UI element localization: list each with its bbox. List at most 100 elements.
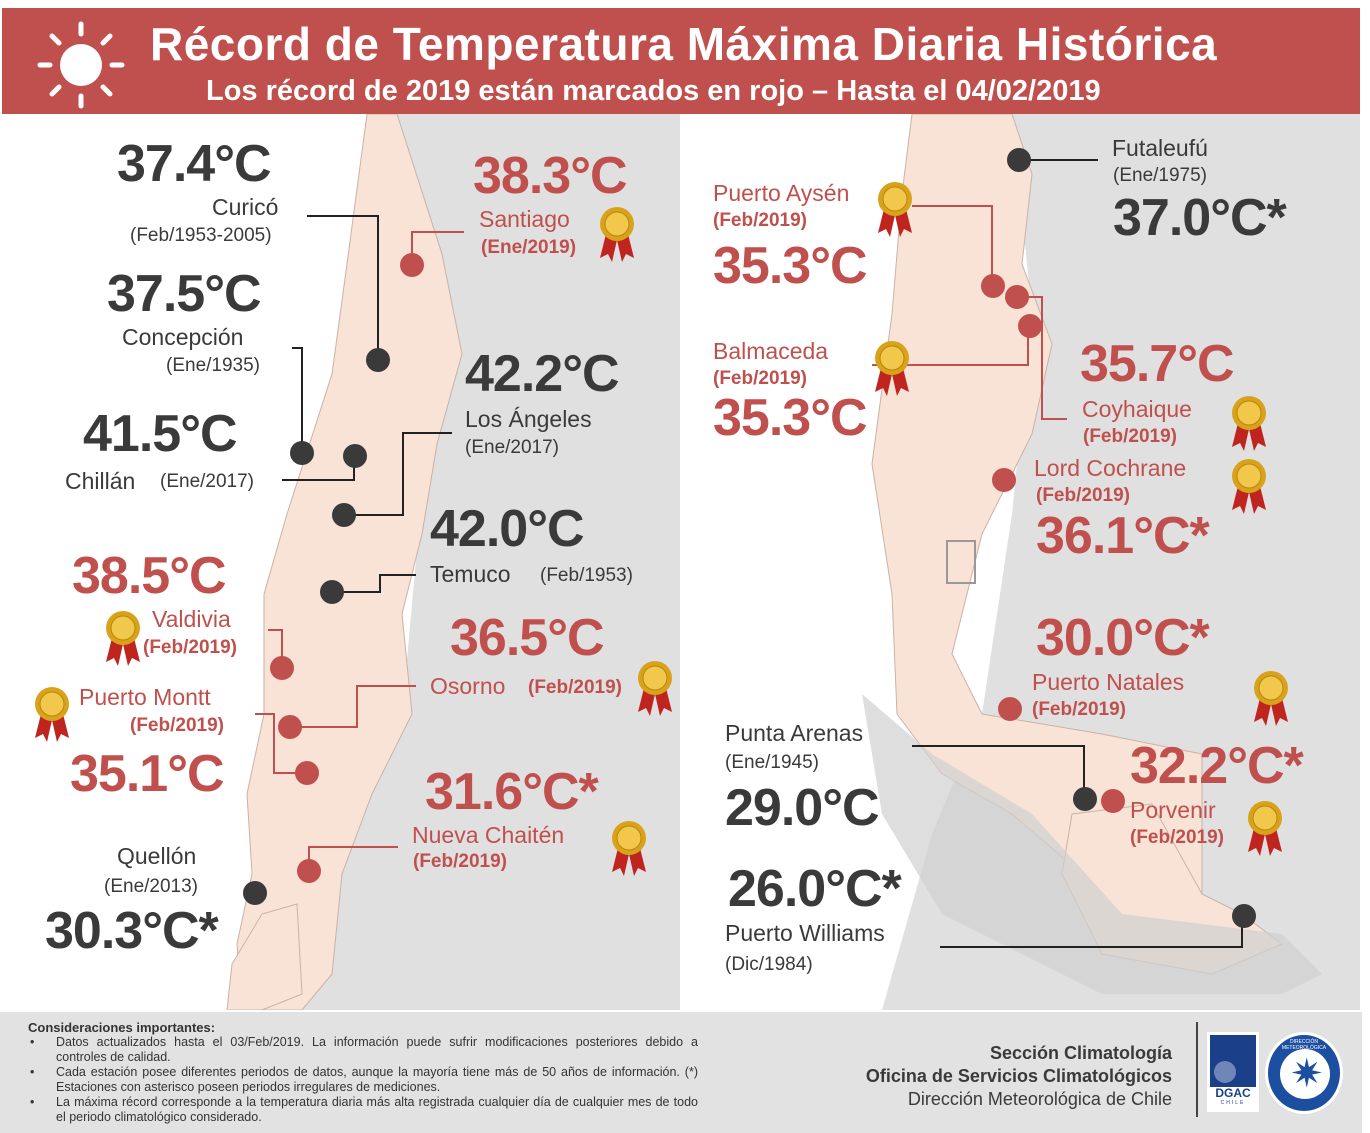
station-date-puerto-natales: (Feb/2019) xyxy=(1032,699,1126,720)
divider xyxy=(1196,1022,1198,1117)
station-date-futaleufu: (Ene/1975) xyxy=(1113,165,1208,186)
note-item: La máxima récord corresponde a la temper… xyxy=(28,1095,698,1125)
station-name-osorno: Osorno xyxy=(430,673,506,699)
station-name-chillan: Chillán xyxy=(65,468,136,494)
station-name-temuco: Temuco xyxy=(430,561,511,587)
note-item: Cada estación posee diferentes periodos … xyxy=(28,1065,698,1095)
station-name-coyhaique: Coyhaique xyxy=(1082,396,1192,422)
gold-medal-icon xyxy=(1246,800,1284,861)
gold-medal-icon xyxy=(876,181,914,242)
sun-icon xyxy=(37,21,125,109)
station-temp-nueva-chaiten: 31.6°C* xyxy=(425,763,599,821)
station-marker-quellon[interactable] xyxy=(243,881,267,905)
station-temp-puerto-aysen: 35.3°C xyxy=(713,237,868,295)
station-temp-osorno: 36.5°C xyxy=(450,609,605,667)
page-title: Récord de Temperatura Máxima Diaria Hist… xyxy=(150,18,1218,70)
station-marker-coyhaique[interactable] xyxy=(1005,285,1029,309)
station-date-puerto-williams: (Dic/1984) xyxy=(725,954,813,975)
title-banner: Récord de Temperatura Máxima Diaria Hist… xyxy=(2,8,1360,114)
dmc-logo-text: DIRECCIÓN METEOROLÓGICA xyxy=(1281,1039,1327,1051)
footer: Consideraciones importantes: Datos actua… xyxy=(0,1012,1362,1133)
station-date-nueva-chaiten: (Feb/2019) xyxy=(413,851,507,872)
station-name-quellon: Quellón xyxy=(117,843,197,869)
station-marker-concepcion[interactable] xyxy=(290,441,314,465)
station-date-osorno: (Feb/2019) xyxy=(528,677,622,698)
gold-medal-icon xyxy=(873,340,911,401)
station-temp-puerto-natales: 30.0°C* xyxy=(1036,609,1210,667)
station-name-balmaceda: Balmaceda xyxy=(713,338,829,364)
station-name-futaleufu: Futaleufú xyxy=(1112,135,1208,161)
station-marker-balmaceda[interactable] xyxy=(1018,314,1042,338)
station-date-santiago: (Ene/2019) xyxy=(481,237,577,258)
notes: Consideraciones importantes: Datos actua… xyxy=(28,1020,698,1125)
station-name-santiago: Santiago xyxy=(479,206,570,232)
note-item: Datos actualizados hasta el 03/Feb/2019.… xyxy=(28,1035,698,1065)
station-marker-santiago[interactable] xyxy=(400,253,424,277)
station-name-puerto-williams: Puerto Williams xyxy=(725,920,885,946)
station-marker-lord-cochrane[interactable] xyxy=(992,468,1016,492)
station-date-puerto-montt: (Feb/2019) xyxy=(130,715,224,736)
station-marker-chillan[interactable] xyxy=(343,444,367,468)
station-temp-puerto-williams: 26.0°C* xyxy=(728,860,902,918)
gold-medal-icon xyxy=(33,686,71,747)
station-temp-balmaceda: 35.3°C xyxy=(713,389,868,447)
station-temp-temuco: 42.0°C xyxy=(430,500,585,558)
map-background xyxy=(862,114,1360,1010)
station-marker-puerto-montt[interactable] xyxy=(295,761,319,785)
station-temp-quellon: 30.3°C* xyxy=(45,902,219,960)
gold-medal-icon xyxy=(1230,458,1268,519)
dgac-logo: DGAC CHILE xyxy=(1207,1032,1259,1112)
gold-medal-icon xyxy=(610,820,648,881)
station-date-temuco: (Feb/1953) xyxy=(540,565,633,586)
station-date-concepcion: (Ene/1935) xyxy=(166,355,261,376)
station-marker-curico[interactable] xyxy=(366,348,390,372)
station-name-los-angeles: Los Ángeles xyxy=(465,406,592,432)
compass-icon: ✷ xyxy=(1290,1052,1324,1096)
gold-medal-icon xyxy=(598,206,636,267)
station-date-chillan: (Ene/2017) xyxy=(160,471,255,492)
station-marker-puerto-williams[interactable] xyxy=(1232,904,1256,928)
station-marker-temuco[interactable] xyxy=(320,580,344,604)
station-marker-nueva-chaiten[interactable] xyxy=(297,859,321,883)
station-date-lord-cochrane: (Feb/2019) xyxy=(1036,485,1130,506)
station-name-puerto-montt: Puerto Montt xyxy=(79,684,211,710)
page-subtitle: Los récord de 2019 están marcados en roj… xyxy=(206,75,1101,107)
station-marker-osorno[interactable] xyxy=(278,715,302,739)
station-temp-concepcion: 37.5°C xyxy=(107,265,262,323)
organization-block: Sección Climatología Oficina de Servicio… xyxy=(866,1042,1172,1111)
gold-medal-icon xyxy=(636,660,674,721)
station-temp-santiago: 38.3°C xyxy=(473,147,628,205)
station-temp-curico: 37.4°C xyxy=(117,135,272,193)
station-name-puerto-aysen: Puerto Aysén xyxy=(713,180,850,206)
dmc-logo: DIRECCIÓN METEOROLÓGICA ✷ xyxy=(1265,1032,1343,1114)
station-date-balmaceda: (Feb/2019) xyxy=(713,368,807,389)
station-temp-coyhaique: 35.7°C xyxy=(1080,335,1235,393)
station-temp-lord-cochrane: 36.1°C* xyxy=(1036,507,1210,565)
station-name-porvenir: Porvenir xyxy=(1130,797,1216,823)
station-temp-los-angeles: 42.2°C xyxy=(465,345,620,403)
dgac-logo-sub: CHILE xyxy=(1220,1100,1246,1106)
station-marker-futaleufu[interactable] xyxy=(1007,148,1031,172)
station-temp-chillan: 41.5°C xyxy=(83,405,238,463)
station-marker-puerto-natales[interactable] xyxy=(998,697,1022,721)
station-marker-puerto-aysen[interactable] xyxy=(981,274,1005,298)
station-date-los-angeles: (Ene/2017) xyxy=(465,437,560,458)
station-temp-futaleufu: 37.0°C* xyxy=(1113,189,1287,247)
notes-title: Consideraciones importantes: xyxy=(28,1020,216,1035)
station-marker-los-angeles[interactable] xyxy=(332,503,356,527)
station-marker-porvenir[interactable] xyxy=(1101,789,1125,813)
org-section: Sección Climatología xyxy=(989,1043,1172,1063)
station-date-curico: (Feb/1953-2005) xyxy=(130,225,272,246)
gold-medal-icon xyxy=(1252,670,1290,731)
station-marker-valdivia[interactable] xyxy=(270,656,294,680)
station-date-quellon: (Ene/2013) xyxy=(104,876,199,897)
dgac-logo-text: DGAC xyxy=(1215,1086,1251,1100)
station-date-coyhaique: (Feb/2019) xyxy=(1083,426,1177,447)
station-date-valdivia: (Feb/2019) xyxy=(143,637,237,658)
station-marker-punta-arenas[interactable] xyxy=(1073,787,1097,811)
station-date-punta-arenas: (Ene/1945) xyxy=(725,752,820,773)
station-name-lord-cochrane: Lord Cochrane xyxy=(1034,455,1187,481)
map-patagonia xyxy=(682,114,1360,1010)
station-temp-porvenir: 32.2°C* xyxy=(1130,737,1304,795)
station-temp-valdivia: 38.5°C xyxy=(72,547,227,605)
